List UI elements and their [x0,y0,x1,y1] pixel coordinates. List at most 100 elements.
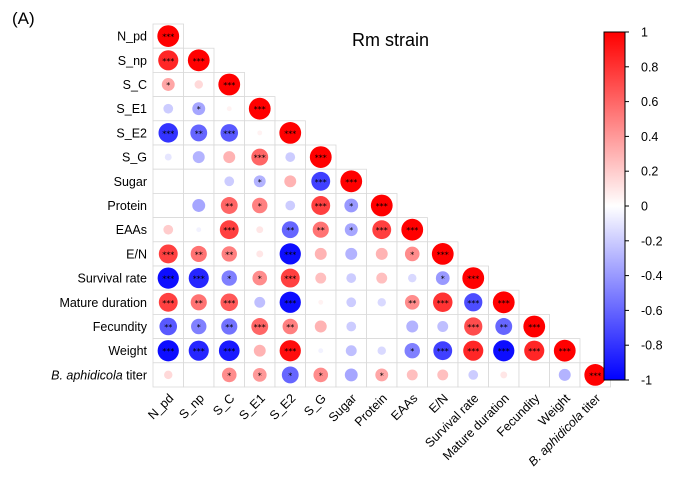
correlation-circle [344,368,358,382]
row-label: S_C [123,78,147,92]
significance-label: *** [467,347,479,356]
correlation-circle [346,273,357,283]
column-label: E/N [426,391,451,416]
correlation-circle [318,348,324,354]
significance-label: * [227,275,231,284]
row-label: S_E2 [116,126,147,140]
significance-label: *** [467,323,479,332]
correlation-circle [344,198,359,213]
correlation-circle [188,340,209,361]
correlation-circle [375,247,388,260]
significance-label: ** [225,323,233,332]
significance-label: *** [162,250,174,259]
significance-label: ** [408,299,416,308]
correlation-circle [279,340,301,362]
significance-label: ** [195,250,203,259]
significance-label: ** [225,250,233,259]
colorbar: 1 0.8 0.6 0.4 0.2 0 -0.2 -0.4 -0.6 -0.8 -1 [603,26,663,388]
correlation-circle [284,175,297,188]
significance-label: *** [162,129,174,138]
correlation-circle [279,121,302,144]
row-label: B. aphidicola titer [51,368,147,382]
correlation-circle [314,247,327,260]
correlation-circle [190,245,207,262]
correlation-circle [464,293,483,312]
correlation-circle [345,345,357,357]
correlation-circle [253,344,266,357]
correlation-circle [221,318,238,335]
correlation-circle [256,226,264,234]
colorbar-tick-label: 0.8 [641,60,658,74]
correlation-circle [401,218,424,241]
significance-label: * [410,347,414,356]
significance-label: * [166,81,170,90]
correlation-circle [163,224,174,235]
correlation-circle [314,320,327,333]
matrix-cell [183,144,215,170]
correlation-circle [311,196,331,215]
row-label: S_E1 [116,102,147,116]
correlation-circle [188,268,209,289]
correlation-circle [226,106,232,112]
row-label: Mature duration [59,296,147,310]
correlation-circle [346,297,357,308]
significance-label: *** [437,347,449,356]
significance-label: *** [193,57,205,66]
correlation-circle [433,292,453,313]
significance-label: * [319,371,323,380]
correlation-circle [279,243,301,265]
significance-label: *** [254,154,266,163]
correlation-circle [315,272,327,284]
row-label: Protein [107,199,147,213]
correlation-circle [500,371,508,379]
correlation-circle [377,346,386,355]
correlation-circle [311,171,331,191]
correlation-circle [370,194,393,217]
significance-label: * [288,371,292,380]
colorbar-tick-label: 0.4 [641,130,658,144]
correlation-circle [372,220,392,240]
correlation-circle [435,271,450,285]
correlation-circle [252,368,267,382]
significance-label: *** [193,347,205,356]
correlation-circle [158,123,178,143]
significance-label: * [349,226,353,235]
correlation-circle [524,340,545,361]
correlation-circle [463,340,484,361]
row-labels: N_pd S_np S_C S_E1 S_E2 S_G Sugar Protein EAAs E/… [51,30,148,383]
significance-label: * [258,178,262,187]
colorbar-tick-label: 1 [641,26,648,40]
correlation-circle [190,294,207,311]
significance-label: * [258,371,262,380]
significance-label: *** [437,299,449,308]
significance-label: *** [284,299,296,308]
significance-label: ** [286,226,294,235]
correlation-circle [159,317,178,336]
correlation-circle [251,318,269,335]
significance-label: *** [162,347,174,356]
column-label: N_pd [145,391,176,422]
colorbar-tick-label: 0.2 [641,165,658,179]
significance-label: * [410,250,414,259]
colorbar-tick-label: -0.2 [641,234,663,248]
correlation-circle [281,221,299,239]
correlation-circle [377,298,386,307]
significance-label: *** [467,275,479,284]
matrix-cells: ****** **** **** ****** ** *** ****** **** *** **… [152,23,611,388]
matrix-cell [213,362,245,388]
significance-label: *** [162,299,174,308]
correlation-circle [219,220,239,240]
correlation-circle [221,246,237,262]
correlation-circle [164,370,173,380]
correlation-circle [221,270,237,286]
significance-label: *** [284,275,296,284]
matrix-cell [366,265,398,291]
significance-label: *** [315,202,327,211]
column-label: S_np [176,391,207,422]
correlation-circle [194,80,203,89]
correlation-circle [164,153,172,161]
colorbar-tick-label: -0.8 [641,339,663,353]
significance-label: *** [254,105,266,114]
significance-label: *** [223,299,235,308]
colorbar-tick-label: -0.6 [641,304,663,318]
